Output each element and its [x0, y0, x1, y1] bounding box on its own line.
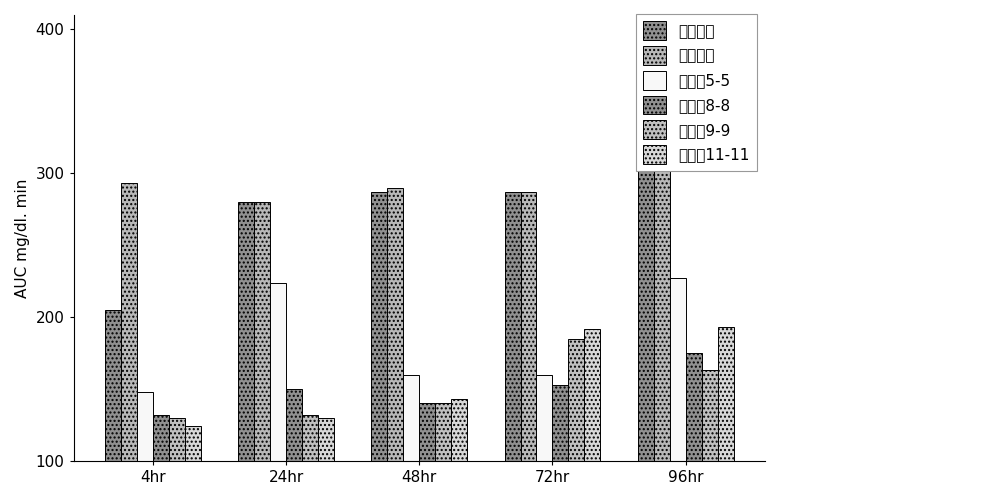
Bar	[238, 202, 254, 461]
Bar	[270, 282, 286, 461]
Bar	[318, 418, 334, 461]
Bar	[254, 202, 270, 461]
Bar	[505, 192, 521, 461]
Bar	[451, 399, 467, 461]
Bar	[568, 338, 584, 461]
Y-axis label: AUC mg/dl. min: AUC mg/dl. min	[15, 178, 30, 298]
Bar	[536, 374, 552, 461]
Bar	[403, 374, 419, 461]
Bar	[105, 310, 121, 461]
Bar	[670, 278, 686, 461]
Bar	[419, 404, 435, 461]
Bar	[584, 328, 600, 461]
Bar	[718, 327, 734, 461]
Bar	[302, 415, 318, 461]
Bar	[435, 404, 451, 461]
Bar	[654, 170, 670, 461]
Legend: 生理盐水, 利拉鲁肽, 二聚䤴5-5, 二聚䤴8-8, 二聚䤴9-9, 二聚䤴11-11: 生理盐水, 利拉鲁肽, 二聚䤴5-5, 二聚䤴8-8, 二聚䤴9-9, 二聚䤴1…	[636, 14, 757, 172]
Bar	[702, 370, 718, 461]
Bar	[387, 188, 403, 461]
Bar	[371, 192, 387, 461]
Bar	[169, 418, 185, 461]
Bar	[153, 415, 169, 461]
Bar	[552, 384, 568, 461]
Bar	[286, 389, 302, 461]
Bar	[686, 353, 702, 461]
Bar	[521, 192, 536, 461]
Bar	[121, 184, 137, 461]
Bar	[137, 392, 153, 461]
Bar	[185, 426, 201, 461]
Bar	[638, 170, 654, 461]
